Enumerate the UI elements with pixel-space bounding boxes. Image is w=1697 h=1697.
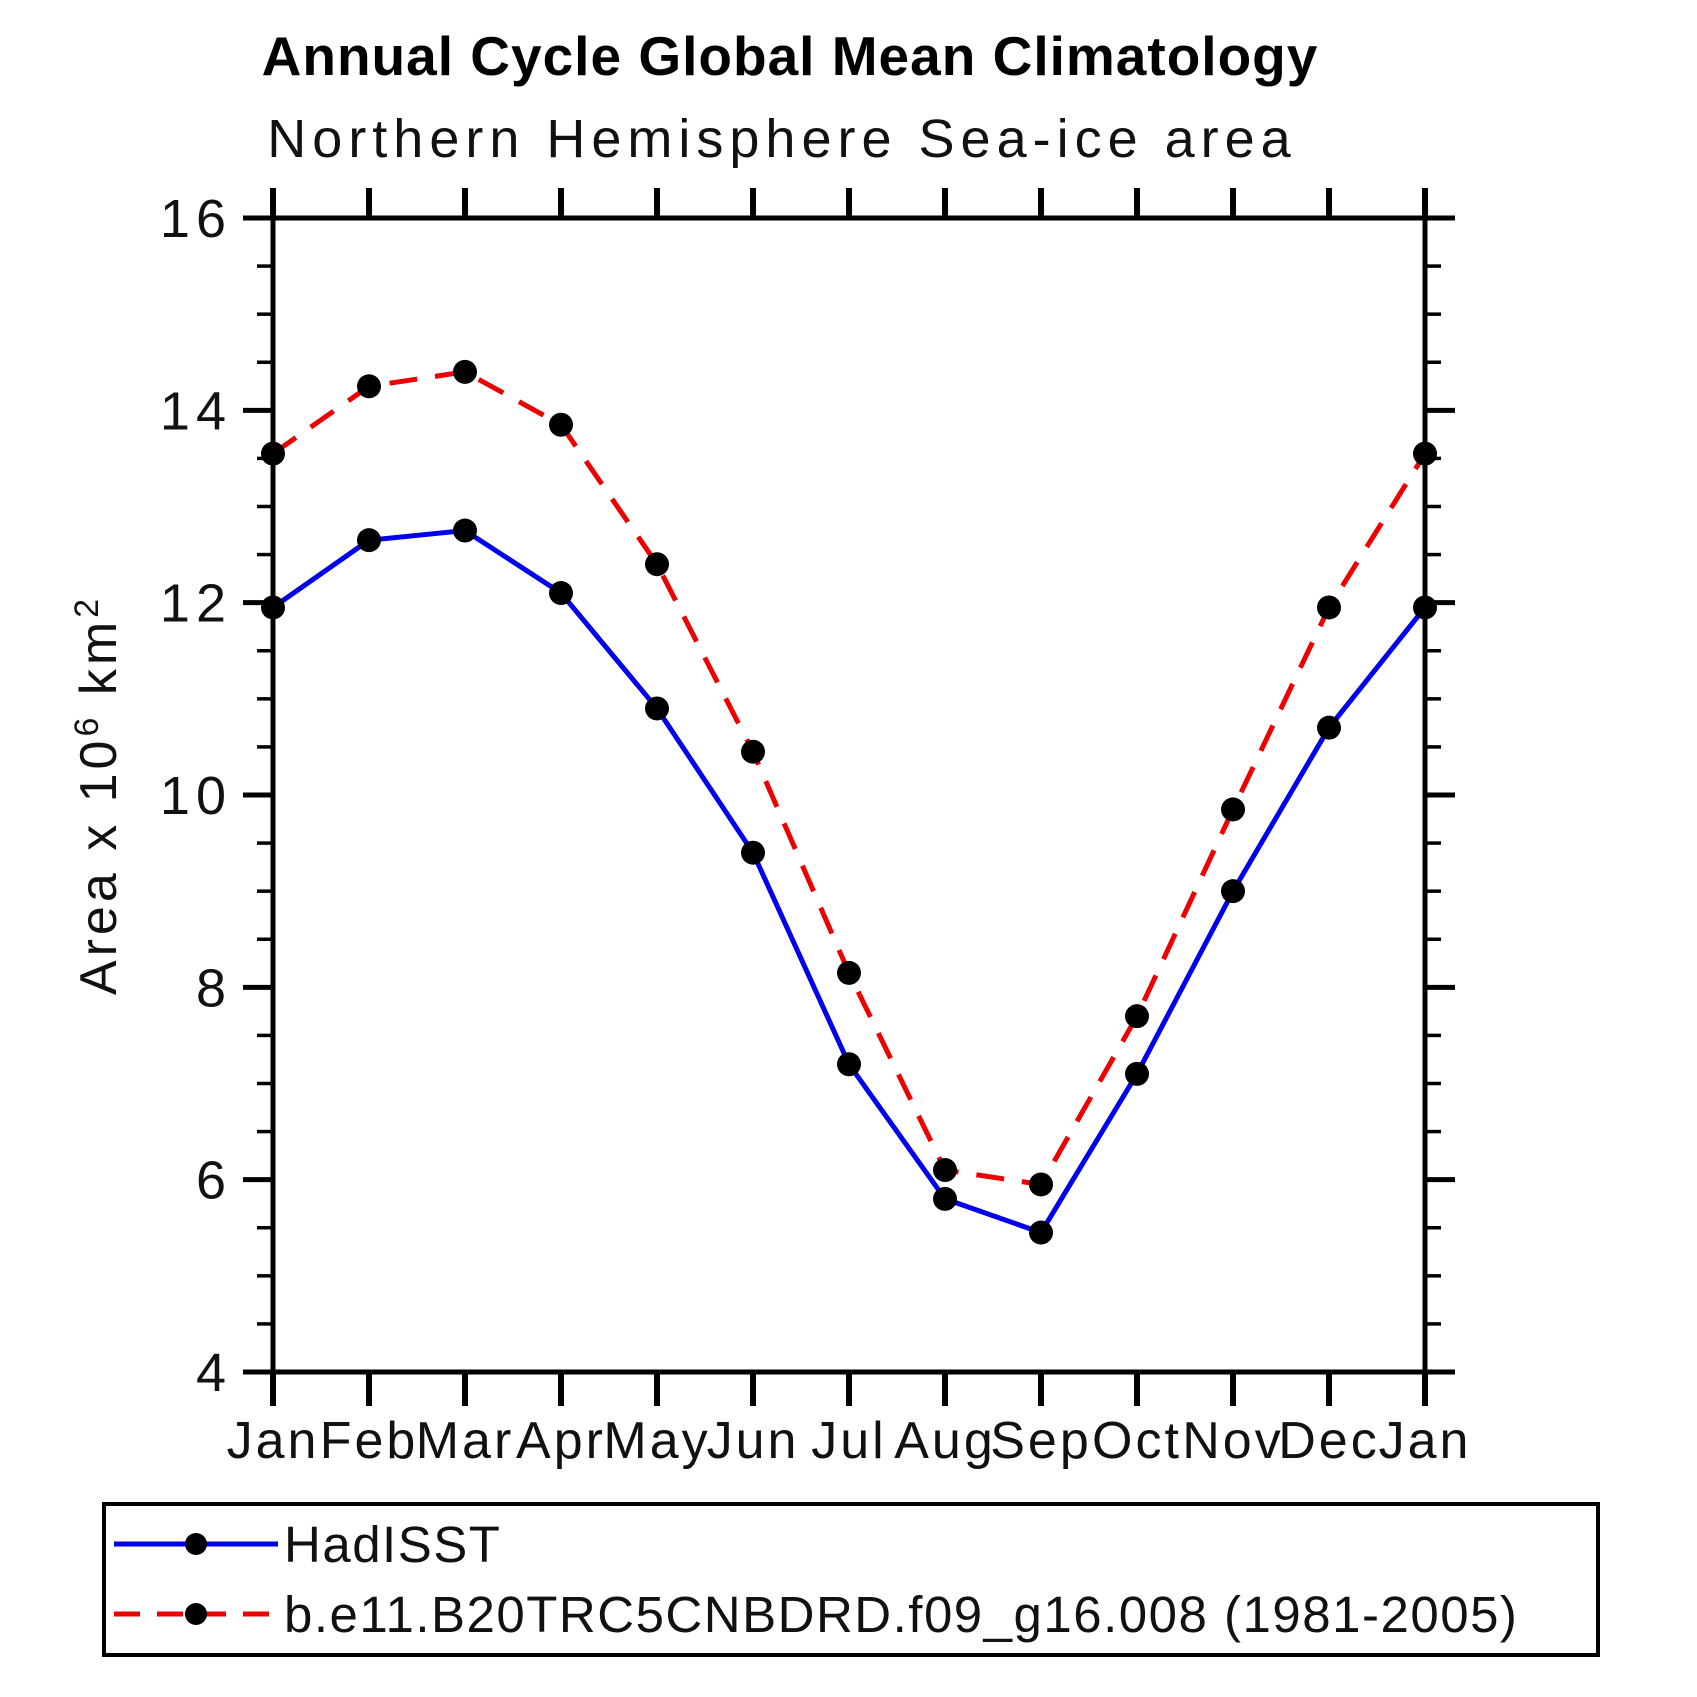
y-tick-label: 12 xyxy=(160,574,232,634)
x-tick-label: Jan xyxy=(227,1412,320,1470)
data-point-marker xyxy=(357,528,381,553)
x-tick-label: Jul xyxy=(811,1412,886,1470)
data-point-marker xyxy=(1413,595,1437,620)
x-tick-label: Oct xyxy=(1092,1412,1182,1470)
data-point-marker xyxy=(453,518,477,543)
chart-subtitle: Northern Hemisphere Sea-ice area xyxy=(267,109,1297,169)
x-tick-label: Aug xyxy=(894,1412,996,1470)
x-tick-label: Feb xyxy=(320,1412,419,1470)
axis-ticks xyxy=(243,188,1455,1406)
data-point-marker xyxy=(933,1186,957,1211)
x-tick-label: Nov xyxy=(1182,1412,1283,1470)
x-tick-label: Sep xyxy=(990,1412,1092,1470)
data-point-marker xyxy=(1317,715,1341,740)
x-tick-label: Jan xyxy=(1379,1412,1472,1470)
data-point-marker xyxy=(1221,879,1245,904)
data-point-marker xyxy=(357,374,381,399)
data-point-marker xyxy=(1029,1172,1053,1197)
legend-label-model: b.e11.B20TRC5CNBDRD.f09_g16.008 (1981-20… xyxy=(284,1585,1519,1643)
data-point-marker xyxy=(645,552,669,577)
y-tick-label: 8 xyxy=(196,958,232,1018)
data-point-marker xyxy=(1413,441,1437,466)
series-line-0 xyxy=(271,527,1427,1236)
data-point-marker xyxy=(261,441,285,466)
chart-title: Annual Cycle Global Mean Climatology xyxy=(261,25,1319,87)
y-tick-label: 10 xyxy=(160,766,232,826)
y-tick-label: 16 xyxy=(160,189,232,249)
legend-label-hadisst: HadISST xyxy=(284,1515,502,1573)
data-point-marker xyxy=(1029,1220,1053,1245)
x-tick-label: Jun xyxy=(707,1412,800,1470)
data-point-markers xyxy=(261,359,1437,1245)
data-point-marker xyxy=(453,359,477,384)
x-tick-label: May xyxy=(603,1412,710,1470)
y-axis-title: Area x 106 km2 xyxy=(68,595,128,995)
data-point-marker xyxy=(261,595,285,620)
data-point-marker xyxy=(741,840,765,865)
data-point-marker xyxy=(1317,595,1341,620)
data-point-marker xyxy=(1125,1004,1149,1029)
legend-line-sample-solid xyxy=(114,1533,278,1555)
x-tick-label: Mar xyxy=(416,1412,515,1470)
data-point-marker xyxy=(645,696,669,721)
data-point-marker xyxy=(1221,797,1245,822)
legend-line-sample-dashed xyxy=(114,1603,278,1625)
data-point-marker xyxy=(837,960,861,985)
data-point-marker xyxy=(741,739,765,764)
data-point-marker xyxy=(549,581,573,606)
data-point-marker xyxy=(1125,1061,1149,1086)
y-tick-label: 4 xyxy=(196,1343,232,1403)
legend-row-model: b.e11.B20TRC5CNBDRD.f09_g16.008 (1981-20… xyxy=(110,1586,1518,1643)
data-point-marker xyxy=(549,412,573,437)
legend-row-hadisst: HadISST xyxy=(110,1516,501,1573)
data-point-marker xyxy=(837,1052,861,1077)
y-tick-label: 14 xyxy=(160,381,232,441)
legend: HadISST b.e11.B20TRC5CNBDRD.f09_g16.008 … xyxy=(102,1502,1600,1657)
x-tick-label: Apr xyxy=(516,1412,606,1470)
y-tick-label: 6 xyxy=(196,1151,232,1211)
plot-frame xyxy=(270,215,1428,1375)
data-point-marker xyxy=(933,1158,957,1183)
x-tick-label: Dec xyxy=(1278,1412,1379,1470)
